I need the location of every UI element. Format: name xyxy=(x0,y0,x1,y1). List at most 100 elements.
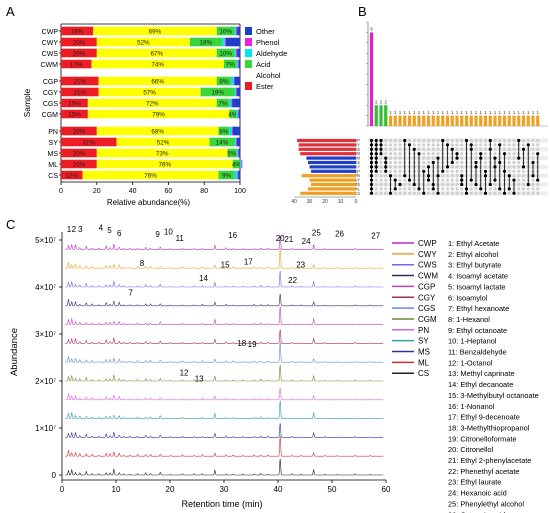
bar-value-label: 5% xyxy=(227,151,237,158)
bar-value-label: 20% xyxy=(73,129,86,136)
peak-label: 13 xyxy=(195,374,204,383)
intersection-bar-count: 1 xyxy=(427,110,430,115)
panel-b-label: B xyxy=(358,4,367,19)
intersection-bar xyxy=(498,115,502,126)
matrix-dot-empty xyxy=(531,182,535,187)
matrix-dot-empty xyxy=(521,191,526,195)
intersection-bar xyxy=(531,115,535,126)
peak-label: 12 xyxy=(180,368,189,377)
compound-key: 1: Ethyl Acetate 2: Ethyl alcohol 3: Ethyl… xyxy=(448,239,539,513)
legend-swatch-ester xyxy=(245,82,252,90)
trace-legend-label: CS xyxy=(418,369,429,378)
matrix-dot-empty xyxy=(407,191,412,195)
x-axis-title: Retention time (min) xyxy=(181,499,262,509)
intersection-bar xyxy=(431,115,435,126)
matrix-dot-empty xyxy=(379,165,383,169)
bar-segment-alcohol xyxy=(96,48,217,58)
matrix-dot-empty xyxy=(407,182,412,187)
chromatogram-trace-ms xyxy=(65,423,384,438)
sample-label: CGY xyxy=(43,90,59,97)
bar-value-label: 20% xyxy=(73,51,86,58)
matrix-dot-empty xyxy=(483,138,488,143)
y-tick-label: 5×10⁷ xyxy=(35,236,56,245)
panel-c-label: C xyxy=(6,217,15,232)
matrix-dot-empty xyxy=(393,174,397,178)
trace-legend-label: CWP xyxy=(418,239,437,248)
peak-label: 3 xyxy=(78,225,83,234)
bar-segment-other xyxy=(237,26,240,36)
matrix-dot-filled xyxy=(536,152,540,156)
matrix-dot-empty xyxy=(422,160,426,165)
intersection-bar-count: 1 xyxy=(508,110,511,115)
legend-label-aldehyde: Aldehyde xyxy=(256,49,287,58)
matrix-dot-empty xyxy=(374,178,378,182)
x-tick-label: 80 xyxy=(200,188,208,195)
intersection-bar-count: 1 xyxy=(513,110,516,115)
bar-segment-acid xyxy=(232,159,240,169)
compound-key-entry: 20: Citronellol xyxy=(448,445,494,454)
y-axis-title: Sample xyxy=(22,88,32,117)
matrix-dot-empty xyxy=(445,169,450,173)
bar-segment-phenol xyxy=(236,137,237,147)
matrix-dot-empty xyxy=(450,187,454,191)
compound-key-entry: 8: 1-Hexanol xyxy=(448,315,490,324)
compound-key-entry: 9: Ethyl octanoate xyxy=(448,326,507,335)
matrix-dot-filled xyxy=(502,152,507,156)
bar-segment-phenol xyxy=(236,26,238,36)
sample-label: CS xyxy=(48,173,58,180)
matrix-dot-empty xyxy=(455,138,459,143)
matrix-dot-empty xyxy=(488,191,492,195)
bar-value-label: 8% xyxy=(219,79,229,86)
matrix-dot-empty xyxy=(426,187,431,191)
matrix-dot-empty xyxy=(398,143,402,147)
bar-value-label: 17% xyxy=(70,62,83,69)
bar-segment-other xyxy=(238,109,240,119)
intersection-bar-count: 1 xyxy=(408,110,411,115)
matrix-dot-empty xyxy=(379,178,383,182)
bar-segment-alcohol xyxy=(93,26,217,36)
bar-value-label: 15% xyxy=(68,101,81,108)
intersection-bar xyxy=(517,115,521,126)
matrix-dot-empty xyxy=(422,165,426,169)
legend-label-phenol: Phenol xyxy=(256,38,280,47)
bar-segment-other xyxy=(238,170,240,180)
chromatogram-trace-cwp xyxy=(65,235,384,250)
matrix-dot-empty xyxy=(498,138,502,143)
x-tick-label: 30 xyxy=(220,485,229,494)
peak-label: 4 xyxy=(99,224,104,233)
matrix-dot-empty xyxy=(521,143,526,147)
matrix-dot-empty xyxy=(379,169,383,173)
bar-segment-acid xyxy=(216,48,235,58)
intersection-bar xyxy=(526,115,530,126)
sample-label: CWM xyxy=(41,62,59,69)
bar-value-label: 4% xyxy=(228,112,238,119)
matrix-dot-empty xyxy=(512,165,516,169)
matrix-dot-empty xyxy=(531,191,535,195)
matrix-dot-empty xyxy=(422,156,426,160)
matrix-dot-empty xyxy=(455,178,459,182)
set-size-tick-label: 20 xyxy=(322,199,328,205)
intersection-bar xyxy=(374,105,378,126)
matrix-dot-empty xyxy=(445,187,450,191)
x-tick-label: 60 xyxy=(165,188,173,195)
matrix-dot-empty xyxy=(512,143,516,147)
intersection-bar xyxy=(512,115,516,126)
intersection-bar-count: 9 xyxy=(370,27,373,32)
compound-key-entry: 2: Ethyl alcohol xyxy=(448,250,498,259)
peak-label: 23 xyxy=(296,261,305,270)
matrix-dot-empty xyxy=(374,187,378,191)
matrix-dot-empty xyxy=(460,165,464,169)
matrix-dot-empty xyxy=(441,187,445,191)
chromatogram-trace-cgs xyxy=(65,341,384,363)
peak-label: 6 xyxy=(117,229,122,238)
intersection-bar xyxy=(521,115,526,126)
matrix-dot-empty xyxy=(417,191,421,195)
bar-segment-aldehyde xyxy=(234,87,237,97)
matrix-dot-empty xyxy=(412,187,416,191)
intersection-bar-count: 1 xyxy=(479,110,482,115)
matrix-dot-empty xyxy=(436,143,440,147)
y-tick-label: 4×10⁷ xyxy=(35,283,56,292)
set-size-bar xyxy=(311,169,356,173)
matrix-dot-empty xyxy=(455,174,459,178)
legend-swatch-aldehyde xyxy=(245,49,252,57)
